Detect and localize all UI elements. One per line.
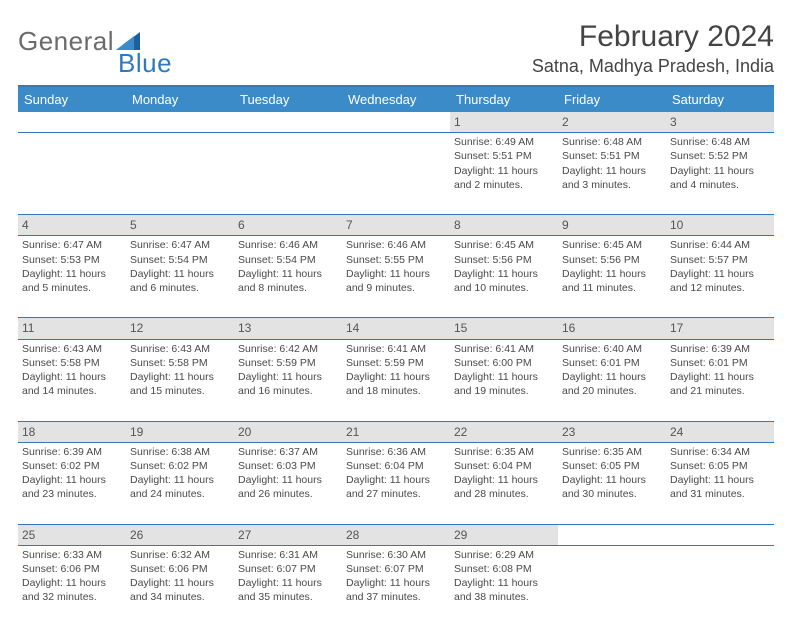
logo-general: General [18, 26, 114, 57]
calendar-table: SundayMondayTuesdayWednesdayThursdayFrid… [18, 87, 774, 627]
day-cell: Sunrise: 6:49 AMSunset: 5:51 PMDaylight:… [450, 133, 558, 215]
day-cell: Sunrise: 6:42 AMSunset: 5:59 PMDaylight:… [234, 339, 342, 421]
weekday-header: Friday [558, 87, 666, 112]
day-cell: Sunrise: 6:31 AMSunset: 6:07 PMDaylight:… [234, 545, 342, 627]
day-number: 24 [666, 421, 774, 442]
location-subtitle: Satna, Madhya Pradesh, India [532, 56, 774, 77]
day-number: 5 [126, 215, 234, 236]
day-number: 22 [450, 421, 558, 442]
day-number-row: 18192021222324 [18, 421, 774, 442]
day-number: 10 [666, 215, 774, 236]
empty-cell [666, 524, 774, 545]
day-number-row: 45678910 [18, 215, 774, 236]
weekday-header: Sunday [18, 87, 126, 112]
logo: General Blue [18, 20, 196, 57]
day-number: 7 [342, 215, 450, 236]
empty-cell [234, 112, 342, 133]
header-row: General Blue February 2024 Satna, Madhya… [18, 20, 774, 77]
day-cell: Sunrise: 6:39 AMSunset: 6:02 PMDaylight:… [18, 442, 126, 524]
day-cell: Sunrise: 6:35 AMSunset: 6:05 PMDaylight:… [558, 442, 666, 524]
day-cell: Sunrise: 6:41 AMSunset: 5:59 PMDaylight:… [342, 339, 450, 421]
day-number: 15 [450, 318, 558, 339]
day-cell: Sunrise: 6:46 AMSunset: 5:54 PMDaylight:… [234, 236, 342, 318]
day-cell: Sunrise: 6:38 AMSunset: 6:02 PMDaylight:… [126, 442, 234, 524]
empty-cell [18, 133, 126, 215]
day-cell: Sunrise: 6:43 AMSunset: 5:58 PMDaylight:… [18, 339, 126, 421]
weekday-header: Monday [126, 87, 234, 112]
weekday-header: Saturday [666, 87, 774, 112]
day-number: 25 [18, 524, 126, 545]
empty-cell [234, 133, 342, 215]
day-number: 6 [234, 215, 342, 236]
day-cell: Sunrise: 6:37 AMSunset: 6:03 PMDaylight:… [234, 442, 342, 524]
day-number: 29 [450, 524, 558, 545]
day-number: 1 [450, 112, 558, 133]
day-number: 14 [342, 318, 450, 339]
weekday-header: Tuesday [234, 87, 342, 112]
day-cell: Sunrise: 6:40 AMSunset: 6:01 PMDaylight:… [558, 339, 666, 421]
day-number: 2 [558, 112, 666, 133]
day-cell: Sunrise: 6:47 AMSunset: 5:54 PMDaylight:… [126, 236, 234, 318]
day-cell: Sunrise: 6:41 AMSunset: 6:00 PMDaylight:… [450, 339, 558, 421]
day-cell: Sunrise: 6:30 AMSunset: 6:07 PMDaylight:… [342, 545, 450, 627]
day-number: 12 [126, 318, 234, 339]
empty-cell [18, 112, 126, 133]
day-number-row: 2526272829 [18, 524, 774, 545]
day-number: 8 [450, 215, 558, 236]
empty-cell [666, 545, 774, 627]
title-block: February 2024 Satna, Madhya Pradesh, Ind… [532, 20, 774, 77]
empty-cell [558, 524, 666, 545]
month-title: February 2024 [532, 20, 774, 54]
empty-cell [342, 133, 450, 215]
empty-cell [126, 133, 234, 215]
day-content-row: Sunrise: 6:39 AMSunset: 6:02 PMDaylight:… [18, 442, 774, 524]
day-cell: Sunrise: 6:33 AMSunset: 6:06 PMDaylight:… [18, 545, 126, 627]
weekday-header: Wednesday [342, 87, 450, 112]
day-number: 3 [666, 112, 774, 133]
day-cell: Sunrise: 6:47 AMSunset: 5:53 PMDaylight:… [18, 236, 126, 318]
day-cell: Sunrise: 6:32 AMSunset: 6:06 PMDaylight:… [126, 545, 234, 627]
day-cell: Sunrise: 6:46 AMSunset: 5:55 PMDaylight:… [342, 236, 450, 318]
day-number: 16 [558, 318, 666, 339]
day-content-row: Sunrise: 6:49 AMSunset: 5:51 PMDaylight:… [18, 133, 774, 215]
day-cell: Sunrise: 6:48 AMSunset: 5:52 PMDaylight:… [666, 133, 774, 215]
day-number: 21 [342, 421, 450, 442]
day-cell: Sunrise: 6:36 AMSunset: 6:04 PMDaylight:… [342, 442, 450, 524]
day-cell: Sunrise: 6:29 AMSunset: 6:08 PMDaylight:… [450, 545, 558, 627]
empty-cell [126, 112, 234, 133]
day-cell: Sunrise: 6:34 AMSunset: 6:05 PMDaylight:… [666, 442, 774, 524]
day-number: 23 [558, 421, 666, 442]
empty-cell [342, 112, 450, 133]
empty-cell [558, 545, 666, 627]
day-number: 18 [18, 421, 126, 442]
day-cell: Sunrise: 6:35 AMSunset: 6:04 PMDaylight:… [450, 442, 558, 524]
calendar-body: 123Sunrise: 6:49 AMSunset: 5:51 PMDaylig… [18, 112, 774, 627]
day-cell: Sunrise: 6:48 AMSunset: 5:51 PMDaylight:… [558, 133, 666, 215]
day-number-row: 11121314151617 [18, 318, 774, 339]
day-cell: Sunrise: 6:39 AMSunset: 6:01 PMDaylight:… [666, 339, 774, 421]
day-cell: Sunrise: 6:45 AMSunset: 5:56 PMDaylight:… [450, 236, 558, 318]
day-number: 9 [558, 215, 666, 236]
day-cell: Sunrise: 6:43 AMSunset: 5:58 PMDaylight:… [126, 339, 234, 421]
day-number: 27 [234, 524, 342, 545]
day-number: 19 [126, 421, 234, 442]
day-content-row: Sunrise: 6:33 AMSunset: 6:06 PMDaylight:… [18, 545, 774, 627]
day-number: 13 [234, 318, 342, 339]
weekday-header-row: SundayMondayTuesdayWednesdayThursdayFrid… [18, 87, 774, 112]
weekday-header: Thursday [450, 87, 558, 112]
day-number: 4 [18, 215, 126, 236]
day-number-row: 123 [18, 112, 774, 133]
day-content-row: Sunrise: 6:47 AMSunset: 5:53 PMDaylight:… [18, 236, 774, 318]
day-number: 28 [342, 524, 450, 545]
day-number: 17 [666, 318, 774, 339]
day-cell: Sunrise: 6:45 AMSunset: 5:56 PMDaylight:… [558, 236, 666, 318]
day-number: 11 [18, 318, 126, 339]
day-number: 20 [234, 421, 342, 442]
logo-blue: Blue [118, 48, 172, 78]
day-content-row: Sunrise: 6:43 AMSunset: 5:58 PMDaylight:… [18, 339, 774, 421]
day-number: 26 [126, 524, 234, 545]
day-cell: Sunrise: 6:44 AMSunset: 5:57 PMDaylight:… [666, 236, 774, 318]
